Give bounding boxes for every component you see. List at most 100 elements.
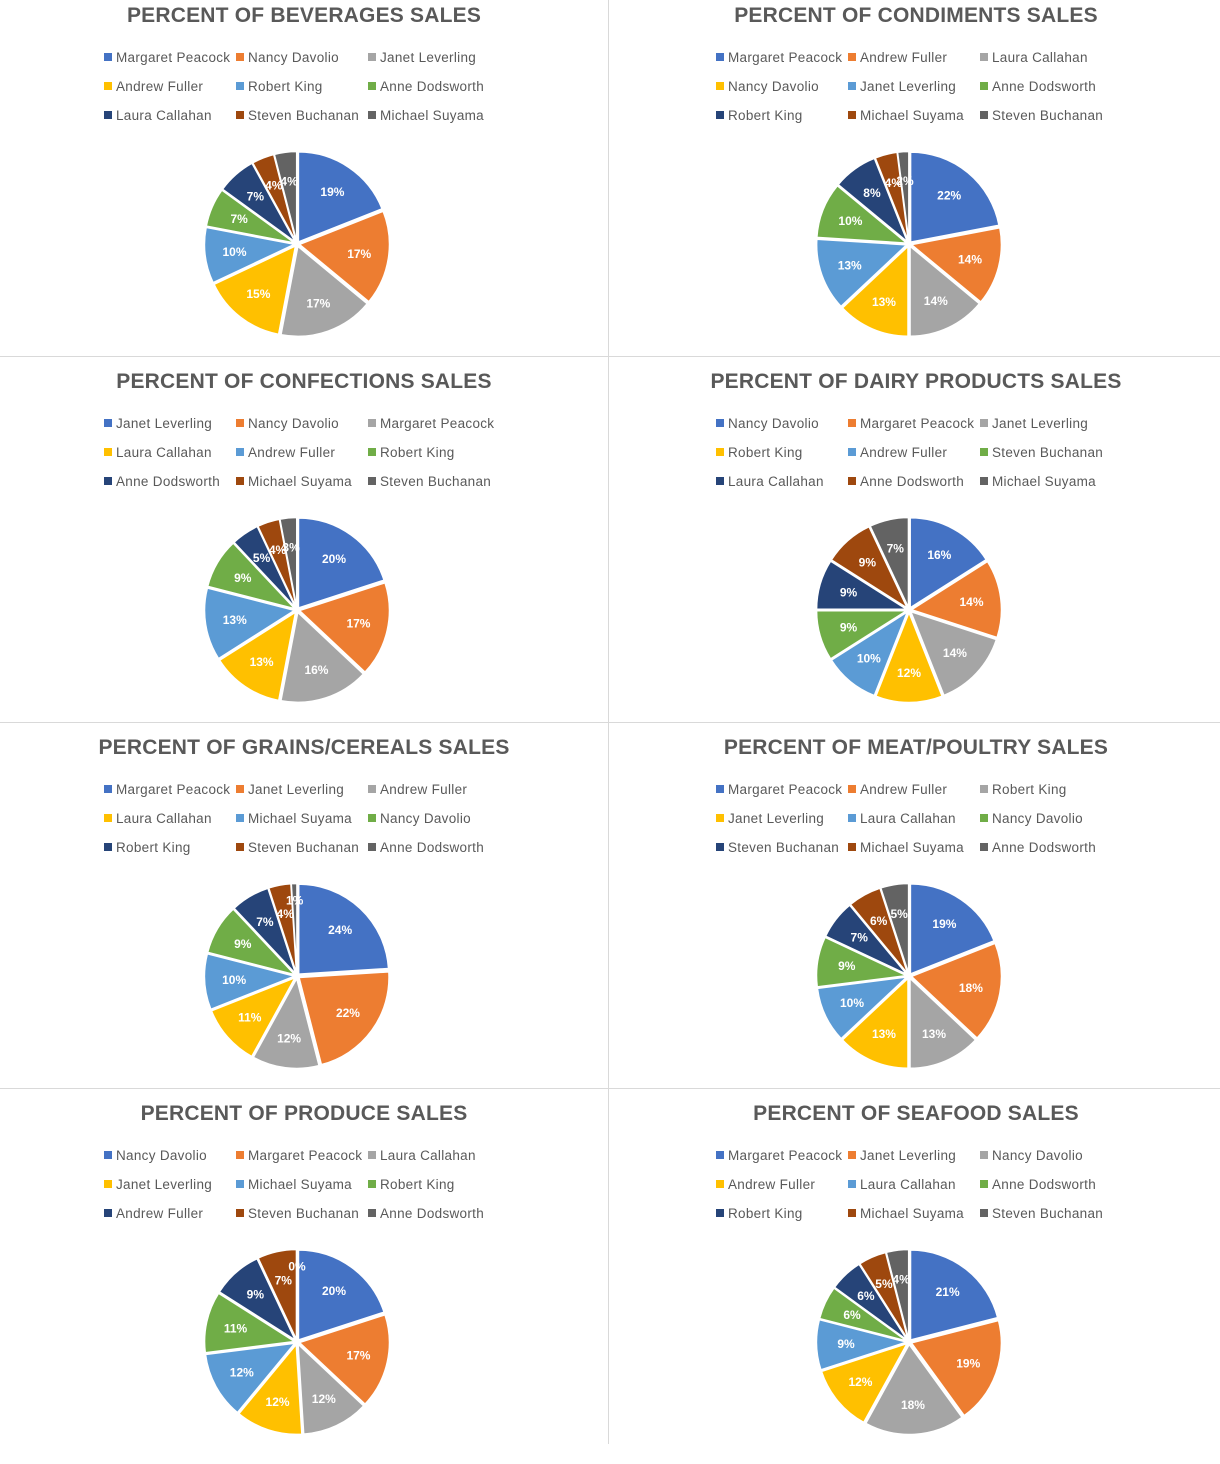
legend-item: Laura Callahan: [104, 445, 212, 461]
legend-item: Anne Dodsworth: [368, 840, 484, 856]
pie-slice: [830, 525, 910, 611]
data-label: 8%: [863, 186, 881, 200]
legend-item: Steven Buchanan: [980, 1206, 1103, 1222]
pie-slice: [879, 882, 910, 974]
legend-swatch: [236, 1209, 244, 1218]
legend-label: Robert King: [380, 1177, 455, 1192]
legend-swatch: [236, 477, 244, 486]
data-label: 4%: [280, 174, 298, 188]
legend-swatch: [980, 448, 988, 457]
legend-item: Anne Dodsworth: [980, 1177, 1096, 1193]
legend-swatch: [716, 814, 724, 823]
legend-label: Laura Callahan: [860, 811, 956, 826]
data-label: 17%: [306, 296, 330, 310]
pie-slice: [203, 587, 297, 660]
legend-label: Michael Suyama: [860, 1206, 964, 1221]
pie-slice: [280, 610, 365, 704]
pie-slice: [280, 244, 369, 338]
legend-swatch: [104, 448, 112, 457]
legend-item: Andrew Fuller: [848, 445, 947, 461]
data-label: 7%: [887, 542, 905, 556]
legend-item: Laura Callahan: [980, 50, 1088, 66]
legend-label: Margaret Peacock: [116, 782, 231, 797]
pie-slice: [210, 976, 297, 1058]
legend-label: Andrew Fuller: [728, 1177, 816, 1192]
legend-item: Robert King: [716, 445, 803, 461]
legend-label: Nancy Davolio: [728, 416, 819, 431]
data-label: 0%: [288, 1259, 306, 1273]
legend-swatch: [368, 1209, 376, 1218]
legend-item: Laura Callahan: [104, 811, 212, 827]
chart-legend: Margaret Peacock Nancy Davolio Janet Lever…: [0, 50, 608, 140]
data-label: 14%: [958, 253, 982, 267]
legend-label: Steven Buchanan: [992, 1206, 1104, 1221]
data-label: 21%: [936, 1285, 960, 1299]
data-label: 22%: [937, 188, 961, 202]
chart-panel: PERCENT OF MEAT/POULTRY SALES Margaret Pe…: [612, 732, 1220, 1098]
chart-legend: Margaret Peacock Janet Leverling Nancy Dav…: [612, 1148, 1220, 1238]
legend-label: Laura Callahan: [860, 1177, 956, 1192]
pie-slice: [203, 1292, 297, 1354]
data-label: 14%: [924, 294, 948, 308]
legend-item: Steven Buchanan: [236, 1206, 359, 1222]
legend-item: Margaret Peacock: [716, 50, 842, 66]
legend-label: Michael Suyama: [992, 474, 1096, 489]
legend-label: Andrew Fuller: [860, 50, 948, 65]
pie-slice: [252, 976, 320, 1070]
data-label: 4%: [277, 907, 295, 921]
data-label: 9%: [247, 1288, 265, 1302]
pie-slice: [910, 1319, 1003, 1417]
legend-swatch: [980, 53, 988, 62]
pie-chart: 20% 17% 12% 12% 12% 11% 9% 7%0%: [203, 1248, 391, 1436]
pie-slice: [896, 150, 910, 242]
pie-slice: [837, 157, 909, 243]
legend-item: Steven Buchanan: [980, 108, 1103, 124]
legend-swatch: [368, 448, 376, 457]
data-label: 6%: [843, 1308, 861, 1322]
chart-title: PERCENT OF MEAT/POULTRY SALES: [723, 736, 1109, 759]
chart-panel: PERCENT OF BEVERAGES SALES Margaret Peaco…: [0, 0, 608, 366]
data-label: 7%: [275, 1274, 293, 1288]
data-label: 15%: [246, 287, 270, 301]
legend-label: Steven Buchanan: [728, 840, 840, 855]
data-label: 11%: [238, 1011, 262, 1025]
legend-label: Steven Buchanan: [992, 108, 1104, 123]
legend-item: Steven Buchanan: [236, 108, 359, 124]
data-label: 13%: [223, 613, 247, 627]
pie-slice: [815, 238, 909, 308]
pie-slice: [298, 971, 390, 1066]
legend-item: Michael Suyama: [980, 474, 1096, 490]
legend-label: Nancy Davolio: [992, 1148, 1083, 1163]
legend-swatch: [716, 448, 724, 457]
pie-chart: 24% 22% 12% 11% 10% 9% 7%4%1%: [203, 882, 390, 1070]
legend-label: Laura Callahan: [116, 445, 212, 460]
legend-swatch: [716, 1151, 724, 1160]
pie-slice: [833, 1263, 908, 1341]
pie-slice: [815, 936, 910, 988]
data-label: 19%: [956, 1356, 980, 1370]
data-label: 10%: [222, 245, 246, 259]
chart-title: PERCENT OF PRODUCE SALES: [140, 1102, 468, 1125]
pie-slice: [869, 516, 910, 608]
legend-swatch: [236, 111, 244, 120]
data-label: 19%: [320, 185, 344, 199]
legend-label: Robert King: [380, 445, 455, 460]
legend-swatch: [980, 82, 988, 91]
chart-title: PERCENT OF GRAINS/CEREALS SALES: [98, 736, 510, 759]
legend-label: Nancy Davolio: [116, 1148, 207, 1163]
data-label: 4%: [885, 176, 903, 190]
pie-slice: [815, 1318, 910, 1371]
data-label: 7%: [851, 930, 869, 944]
chart-title: PERCENT OF SEAFOOD SALES: [753, 1102, 1079, 1125]
pie-slice: [297, 151, 384, 244]
legend-swatch: [716, 111, 724, 120]
data-label: 6%: [857, 1289, 875, 1303]
legend-swatch: [236, 785, 244, 794]
data-label: 19%: [932, 917, 956, 931]
pie-slice: [909, 517, 988, 610]
data-label: 10%: [857, 652, 881, 666]
legend-label: Janet Leverling: [116, 1177, 213, 1192]
legend-label: Andrew Fuller: [860, 445, 948, 460]
legend-item: Robert King: [368, 1177, 455, 1193]
data-label: 6%: [870, 914, 888, 928]
